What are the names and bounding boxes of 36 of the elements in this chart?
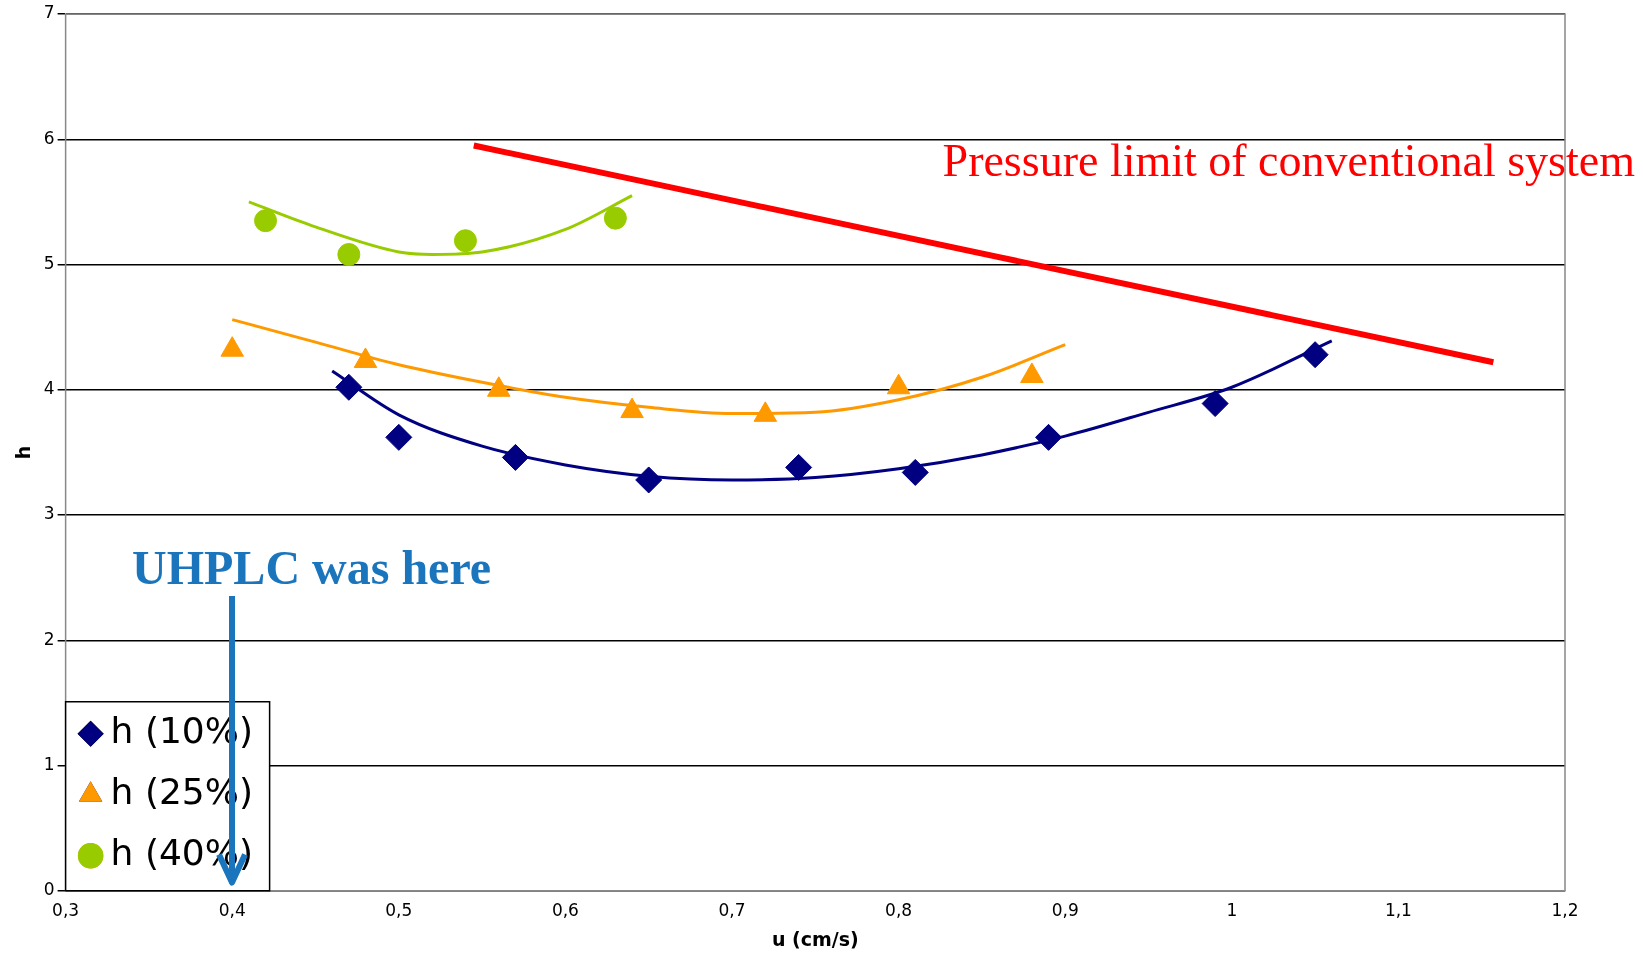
point [254, 209, 278, 233]
point [901, 458, 929, 486]
annotation: UHPLC was here [132, 540, 492, 594]
series-label: Pressure limit of conventional system [942, 134, 1636, 186]
x-tick-label: 0,6 [551, 900, 579, 921]
point [1301, 341, 1329, 369]
point [635, 466, 663, 494]
y-tick-label: 4 [43, 378, 55, 399]
x-tick-label: 1,1 [1384, 900, 1412, 921]
x-tick-label: 1,2 [1551, 900, 1579, 921]
point [337, 242, 361, 266]
y-tick-label: 3 [43, 503, 55, 524]
point [501, 443, 529, 471]
point [385, 423, 413, 451]
point [785, 453, 813, 481]
point [1035, 423, 1063, 451]
y-tick-label: 1 [43, 753, 55, 774]
y-tick-label: 7 [43, 2, 55, 23]
y-axis-title: h [12, 445, 35, 460]
point [1201, 390, 1229, 418]
x-tick-label: 1 [1226, 900, 1238, 921]
x-tick-label: 0,7 [718, 900, 746, 921]
line-series [247, 194, 634, 256]
y-tick-label: 2 [43, 628, 55, 649]
point [335, 373, 363, 401]
point [603, 206, 627, 230]
x-axis-title: u (cm/s) [771, 927, 859, 950]
x-tick-label: 0,9 [1051, 900, 1079, 921]
x-tick-label: 0,8 [885, 900, 913, 921]
y-tick-label: 5 [43, 252, 55, 273]
x-tick-label: 0,4 [218, 900, 246, 921]
x-tick-label: 0,3 [52, 900, 80, 921]
y-tick-label: 6 [43, 127, 55, 148]
point [453, 229, 477, 253]
y-tick-label: 0 [43, 879, 55, 900]
x-tick-label: 0,5 [385, 900, 413, 921]
